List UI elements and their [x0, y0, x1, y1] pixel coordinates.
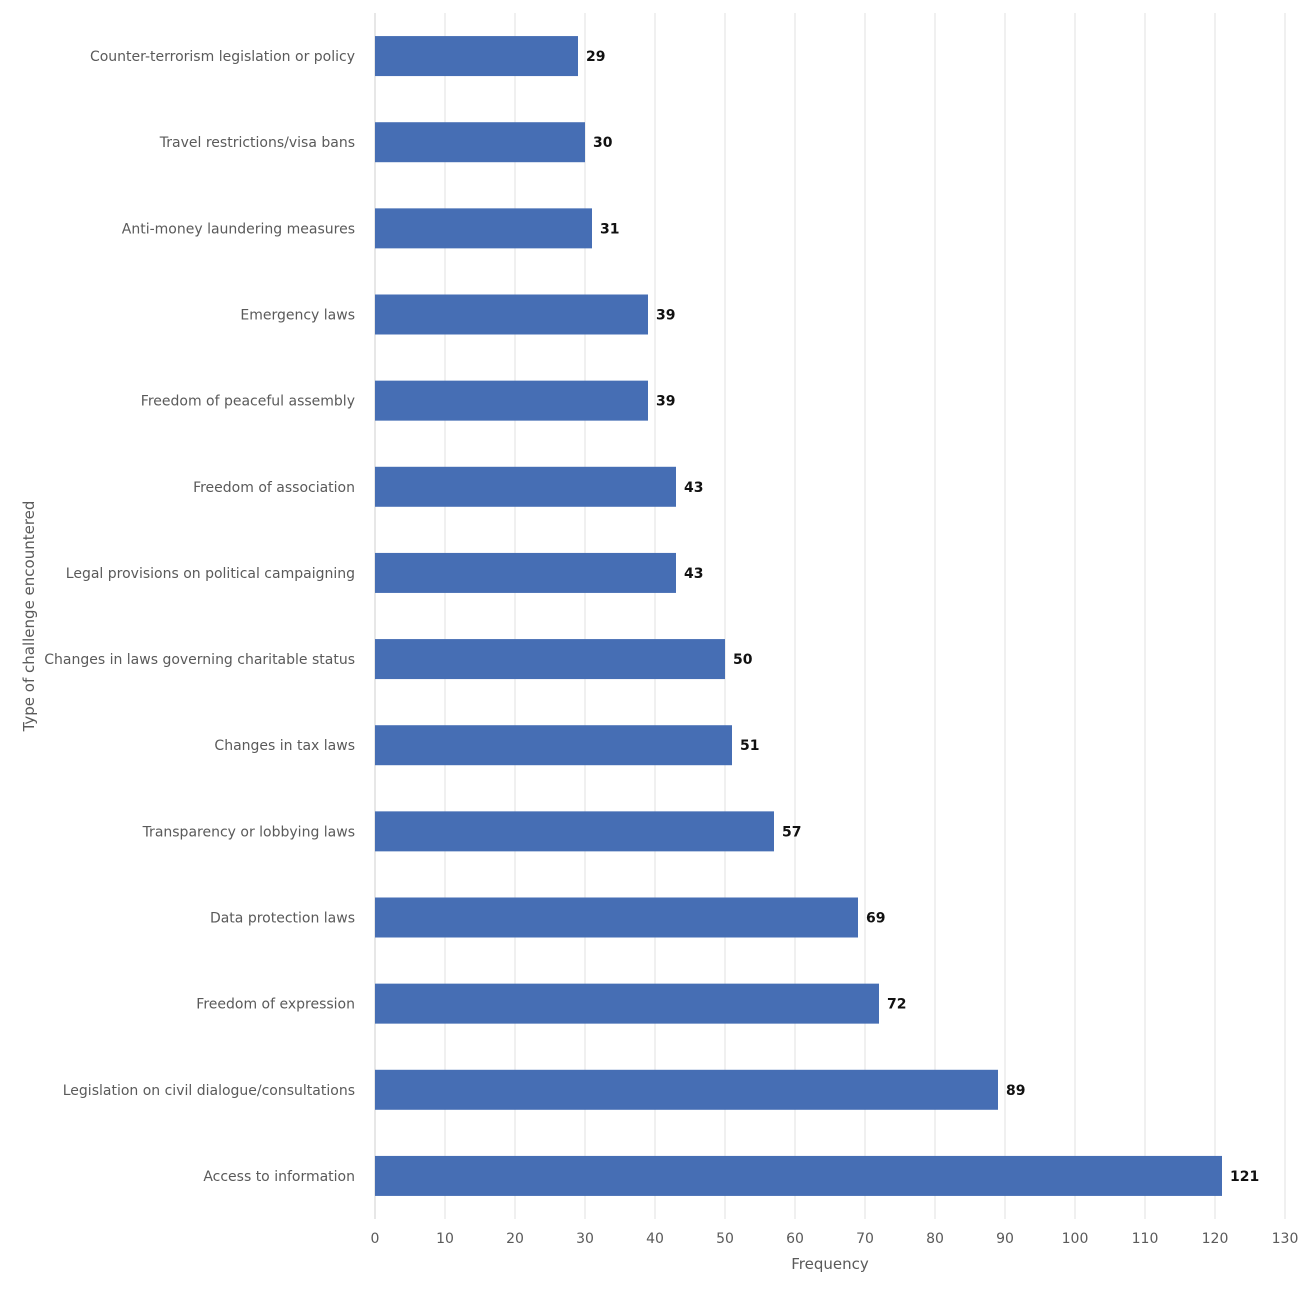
bar: [375, 208, 592, 249]
bar: [375, 897, 858, 938]
bar: [375, 380, 648, 421]
grid: [374, 13, 1286, 1219]
data-label: 31: [600, 221, 619, 237]
bar: [375, 811, 774, 852]
bar: [375, 1069, 998, 1110]
x-tick-label: 120: [1202, 1231, 1229, 1247]
bar: [375, 639, 725, 680]
x-tick-label: 30: [576, 1231, 594, 1247]
category-label: Anti-money laundering measures: [122, 221, 355, 237]
data-label: 57: [782, 824, 801, 840]
category-label: Emergency laws: [240, 308, 355, 324]
data-label: 51: [740, 738, 759, 754]
data-label: 121: [1230, 1169, 1259, 1185]
data-label: 72: [887, 997, 906, 1013]
bar: [375, 552, 676, 593]
x-tick-label: 10: [436, 1231, 454, 1247]
data-label: 29: [586, 49, 605, 65]
bar: [375, 725, 732, 766]
category-labels: Counter-terrorism legislation or policy T…: [44, 49, 355, 1185]
category-label: Data protection laws: [210, 911, 355, 927]
category-label: Freedom of peaceful assembly: [141, 394, 355, 410]
category-label: Counter-terrorism legislation or policy: [90, 49, 355, 65]
category-label: Access to information: [203, 1169, 355, 1185]
bar: [375, 1155, 1222, 1196]
data-label: 30: [593, 135, 613, 151]
category-label: Freedom of association: [193, 480, 355, 496]
data-labels: 29 30 31 39 39 43 43 50 51 57 69 72 89 121: [586, 49, 1259, 1185]
category-label: Freedom of expression: [196, 997, 355, 1013]
y-axis-title: Type of challenge encountered: [20, 501, 38, 733]
x-tick-label: 20: [506, 1231, 524, 1247]
category-label: Travel restrictions/visa bans: [159, 135, 355, 151]
x-tick-label: 60: [786, 1231, 804, 1247]
x-tick-label: 70: [856, 1231, 874, 1247]
data-label: 39: [656, 394, 675, 410]
data-label: 43: [684, 480, 703, 496]
x-tick-label: 110: [1132, 1231, 1159, 1247]
x-axis-title: Frequency: [791, 1255, 869, 1273]
bars: [375, 36, 1222, 1196]
x-tick-label: 50: [716, 1231, 734, 1247]
data-label: 69: [866, 911, 885, 927]
data-label: 50: [733, 652, 753, 668]
bar: [375, 294, 648, 335]
x-tick-label: 100: [1062, 1231, 1089, 1247]
bar: [375, 983, 879, 1024]
bar: [375, 36, 578, 77]
category-label: Transparency or lobbying laws: [142, 824, 355, 840]
x-tick-labels: 0 10 20 30 40 50 60 70 80 90 100 110 120 130: [371, 1231, 1298, 1247]
x-tick-label: 40: [646, 1231, 664, 1247]
bar: [375, 122, 585, 163]
data-label: 89: [1006, 1083, 1025, 1099]
data-label: 39: [656, 308, 675, 324]
category-label: Changes in tax laws: [214, 738, 355, 754]
bar: [375, 466, 676, 507]
category-label: Legislation on civil dialogue/consultati…: [63, 1083, 355, 1099]
category-label: Changes in laws governing charitable sta…: [44, 652, 355, 668]
data-label: 43: [684, 566, 703, 582]
category-label: Legal provisions on political campaignin…: [66, 566, 355, 582]
x-tick-label: 80: [926, 1231, 944, 1247]
x-tick-label: 0: [371, 1231, 380, 1247]
x-tick-label: 90: [996, 1231, 1014, 1247]
x-tick-label: 130: [1272, 1231, 1298, 1247]
